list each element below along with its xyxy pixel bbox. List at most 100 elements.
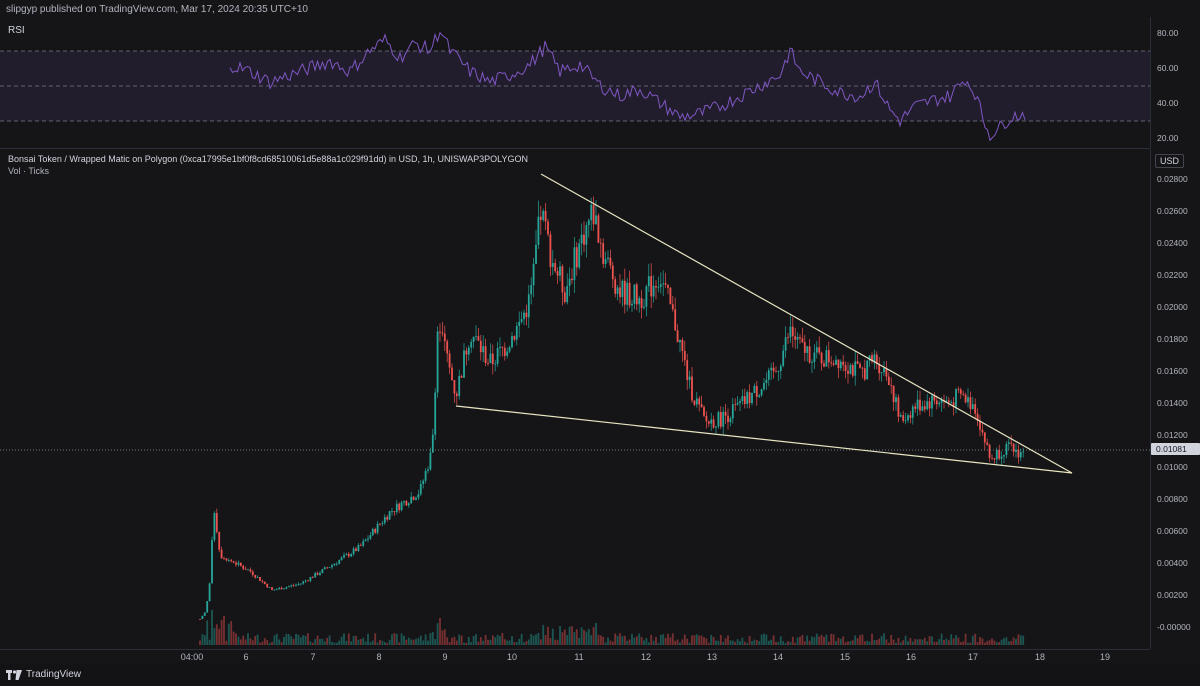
- volume-bar: [823, 636, 825, 645]
- candle-body: [199, 619, 201, 620]
- candle-body: [688, 376, 691, 381]
- candle-body: [494, 363, 497, 365]
- candle-body: [671, 304, 674, 310]
- candle-body: [657, 287, 660, 288]
- candle-body: [823, 363, 825, 367]
- price-axis[interactable]: USD 0.02800 0.02600 0.02400 0.02200 0.02000 0…: [1150, 149, 1200, 649]
- candle-body: [549, 234, 552, 267]
- candle-body: [563, 292, 566, 303]
- rsi-pane[interactable]: RSI: [0, 17, 1150, 149]
- candle-body: [868, 355, 871, 361]
- volume-bar: [263, 638, 266, 645]
- candle-body: [215, 513, 218, 532]
- candle-body: [854, 361, 857, 376]
- volume-bar: [962, 641, 965, 645]
- candle-body: [847, 370, 849, 374]
- candle-body: [897, 397, 900, 417]
- volume-bar: [955, 635, 957, 645]
- candle-body: [806, 346, 809, 353]
- volume-bar: [376, 642, 379, 645]
- candle-body: [849, 365, 852, 374]
- candle-body: [727, 415, 729, 423]
- candle-body: [875, 354, 878, 365]
- time-label: 6: [243, 652, 249, 662]
- time-label: 7: [310, 652, 316, 662]
- candle-body: [827, 350, 830, 363]
- candle-body: [410, 496, 413, 504]
- candle-body: [362, 541, 365, 546]
- price-chart[interactable]: [0, 149, 1150, 649]
- volume-bar: [585, 631, 588, 645]
- candle-body: [590, 204, 593, 221]
- candle-body: [400, 502, 403, 511]
- candle-body: [679, 339, 681, 343]
- volume-bar: [779, 636, 782, 645]
- volume-bar: [813, 637, 816, 645]
- candle-body: [448, 353, 451, 368]
- volume-bar: [359, 639, 362, 645]
- candle-body: [695, 398, 698, 405]
- candle-body: [676, 330, 679, 343]
- candle-body: [755, 385, 758, 397]
- volume-bar: [455, 640, 458, 645]
- volume-bar: [861, 634, 864, 645]
- volume-bar: [1012, 637, 1015, 645]
- candle-body: [465, 350, 468, 355]
- tradingview-logo[interactable]: TradingView: [6, 669, 81, 680]
- candle-body: [441, 332, 444, 334]
- volume-bar: [261, 641, 264, 645]
- currency-button[interactable]: USD: [1155, 154, 1185, 168]
- volume-bar: [1015, 638, 1017, 645]
- candle-body: [890, 385, 893, 386]
- tradingview-brand: TradingView: [26, 669, 82, 680]
- candle-body: [801, 338, 804, 343]
- candle-body: [523, 312, 525, 320]
- volume-bar: [527, 639, 530, 645]
- volume-bar: [619, 633, 621, 645]
- volume-bar: [206, 620, 209, 645]
- candle-body: [883, 368, 885, 373]
- price-tick: 0.01600: [1157, 366, 1188, 376]
- candle-body: [369, 535, 372, 539]
- candle-body: [743, 396, 746, 405]
- volume-bar: [655, 636, 657, 645]
- volume-bar: [753, 639, 756, 645]
- candle-body: [983, 432, 986, 443]
- volume-bar: [338, 640, 341, 645]
- volume-bar: [590, 635, 593, 645]
- candle-body: [259, 576, 261, 581]
- volume-bar: [580, 627, 583, 645]
- volume-bar: [508, 640, 511, 645]
- candle-body: [256, 576, 259, 578]
- candle-body: [542, 210, 545, 220]
- candle-body: [938, 402, 941, 405]
- volume-bar: [957, 637, 960, 645]
- candle-body: [1005, 444, 1008, 456]
- candle-body: [544, 210, 547, 222]
- rsi-price-axis[interactable]: 80.00 60.00 40.00 20.00: [1150, 17, 1200, 148]
- candle-body: [799, 336, 801, 339]
- volume-bar: [662, 634, 665, 645]
- time-axis[interactable]: 04:00 6 7 8 9 10 11 12 13 14 15 16 17 18…: [0, 649, 1150, 664]
- time-label: 14: [772, 652, 784, 662]
- volume-bar: [597, 634, 600, 645]
- candle-body: [748, 392, 751, 404]
- candle-body: [887, 376, 890, 386]
- time-label: 18: [1034, 652, 1046, 662]
- volume-bar: [976, 641, 979, 645]
- volume-bar: [928, 635, 931, 645]
- candle-body: [945, 400, 948, 402]
- volume-bar: [451, 637, 453, 645]
- candle-body: [859, 363, 861, 368]
- candle-body: [628, 282, 631, 306]
- candle-body: [242, 565, 245, 569]
- candle-body: [635, 284, 638, 305]
- candle-body: [503, 347, 506, 356]
- volume-bar: [314, 639, 317, 645]
- volume-bar: [220, 620, 223, 645]
- candle-body: [722, 411, 725, 427]
- volume-bar: [652, 640, 655, 645]
- price-tick: 0.00600: [1157, 526, 1188, 536]
- volume-bar: [371, 640, 374, 645]
- candle-body: [443, 333, 446, 342]
